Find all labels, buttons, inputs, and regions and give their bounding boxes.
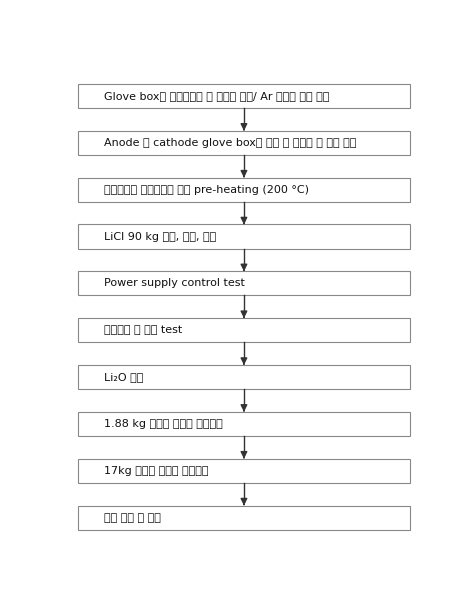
Text: 1.88 kg 우라능 산화물 전해환원: 1.88 kg 우라능 산화물 전해환원 <box>104 419 222 429</box>
Text: 17kg 우라능 산화물 전해환원: 17kg 우라능 산화물 전해환원 <box>104 466 208 476</box>
Text: 내부반응기 수분제거를 위한 pre-heating (200 °C): 내부반응기 수분제거를 위한 pre-heating (200 °C) <box>104 185 309 195</box>
Bar <box>78 412 410 436</box>
Text: LiCl 90 kg 주입, 예열, 용융: LiCl 90 kg 주입, 예열, 용융 <box>104 232 216 242</box>
Text: Glove box내 내부반응기 및 플랜지 셋팅/ Ar 분위기 조성 시작: Glove box내 내부반응기 및 플랜지 셋팅/ Ar 분위기 조성 시작 <box>104 91 329 101</box>
Text: 반응 종료 및 분석: 반응 종료 및 분석 <box>104 513 160 523</box>
Text: Anode 및 cathode glove box내 삽입 및 플랜지 내 높이 확인: Anode 및 cathode glove box내 삽입 및 플랜지 내 높이… <box>104 138 356 148</box>
Bar <box>78 271 410 295</box>
Bar <box>78 318 410 343</box>
Text: Power supply control test: Power supply control test <box>104 279 245 288</box>
Bar <box>78 505 410 529</box>
Bar <box>78 178 410 202</box>
Bar <box>78 365 410 389</box>
Bar <box>78 224 410 248</box>
Bar <box>78 131 410 155</box>
Bar <box>78 459 410 483</box>
Bar <box>78 84 410 108</box>
Text: Li₂O 투입: Li₂O 투입 <box>104 372 143 382</box>
Text: 전극주입 및 통전 test: 전극주입 및 통전 test <box>104 325 182 335</box>
